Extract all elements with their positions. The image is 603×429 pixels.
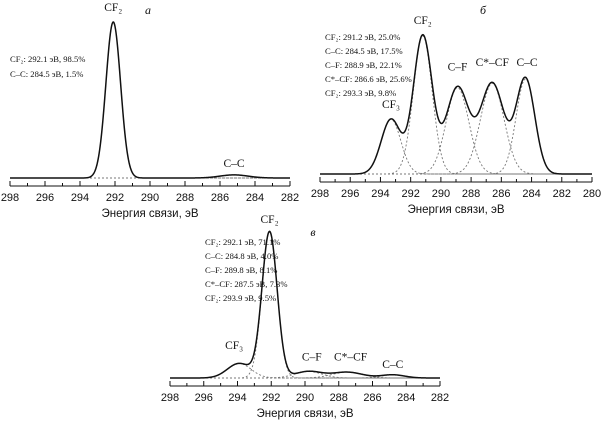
envelope-curve [10,21,290,179]
x-tick-label: 290 [141,192,159,204]
x-tick-label: 288 [462,188,480,200]
panel-letter: в [310,225,315,239]
legend-entry: C*–CF: 286.6 эВ, 25.6% [325,74,412,84]
x-tick-label: 282 [281,192,299,204]
x-tick-label: 282 [553,188,571,200]
legend-entry: C–F: 289.8 эВ, 8.1% [205,265,277,275]
x-tick-label: 290 [296,392,314,404]
panel-c: 298 296 294 292 290 288 286 284 282 Энергия связи… [161,214,449,420]
x-tick-label: 298 [311,188,329,200]
x-tick-label: 284 [522,188,540,200]
peak-label: C–C [382,359,403,371]
x-tick-label: 294 [71,192,89,204]
component-curve-CF3 [320,118,592,175]
legend-entry: C*–CF: 287.5 эВ, 7.3% [205,279,287,289]
x-tick-label: 296 [195,392,213,404]
x-tick-label: 282 [431,392,449,404]
peak-label: CF₂ [261,214,279,226]
panel-b: 298 296 294 292 290 288 286 284 282 280 Энергия св… [311,3,601,216]
panel-letter: б [480,3,487,17]
x-tick-label: 292 [106,192,124,204]
legend-entry: CF₂: 292.1 эВ, 71.1% [205,237,280,247]
peak-label: CF₃ [225,340,243,352]
legend-entry: C–C: 284.8 эВ, 4.0% [205,251,278,261]
x-tick-label: 284 [397,392,415,404]
x-tick-label: 284 [246,192,264,204]
x-tick-label: 298 [1,192,19,204]
peak-label: C–C [223,158,244,170]
legend-entry: C–C: 284.5 эВ, 1.5% [10,69,83,79]
x-axis-title: Энергия связи, эВ [256,408,353,420]
envelope-curve [170,230,440,379]
legend-entry: CF₂: 293.3 эВ, 9.8% [325,88,396,98]
x-tick-label: 294 [228,392,246,404]
component-curve-CF2 [10,21,290,179]
x-tick-label: 292 [401,188,419,200]
legend-entry: CF₂: 291.2 эВ, 25.0% [325,32,400,42]
x-tick-label: 288 [176,192,194,204]
peak-label: C–F [302,351,322,363]
x-tick-label: 296 [36,192,54,204]
peak-label: CF₂ [104,2,122,14]
x-tick-label: 286 [492,188,510,200]
peak-label: CF₂ [414,15,432,27]
x-tick-label: 288 [330,392,348,404]
peak-label: C*–CF [476,57,509,69]
legend-entry: C–C: 284.5 эВ, 17.5% [325,46,403,56]
panel-a: 298 296 294 292 290 288 286 284 282 Энергия связи… [1,2,299,220]
peak-label: CF₃ [382,99,400,111]
legend-entry: CF₂: 293.9 эВ, 9.5% [205,293,276,303]
peak-label: C–F [448,61,468,73]
x-tick-label: 294 [371,188,389,200]
x-tick-label: 298 [161,392,179,404]
x-tick-label: 286 [211,192,229,204]
x-tick-label: 280 [583,188,601,200]
envelope-curve [320,33,592,175]
component-curve-CF2 [320,35,592,175]
x-tick-label: 292 [262,392,280,404]
peak-label: C*–CF [334,351,367,363]
x-axis-title: Энергия связи, эВ [101,208,198,220]
x-axis-title: Энергия связи, эВ [407,204,504,216]
legend-entry: C–F: 288.9 эВ, 22.1% [325,60,402,70]
panel-letter: а [145,3,151,17]
x-tick-label: 296 [341,188,359,200]
x-tick-label: 290 [432,188,450,200]
x-tick-label: 286 [363,392,381,404]
component-curve-C–F [320,87,592,175]
peak-label: C–C [516,57,537,69]
legend-entry: CF₂: 292.1 эВ, 98.5% [10,54,85,64]
